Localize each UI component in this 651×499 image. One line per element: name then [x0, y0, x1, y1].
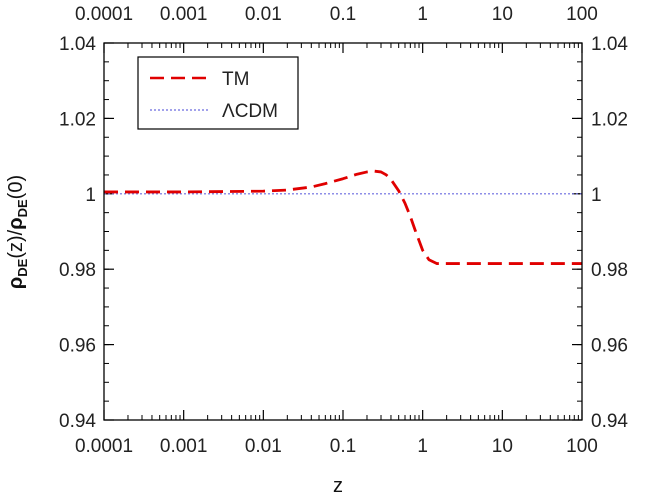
legend: TM ΛCDM — [137, 56, 299, 130]
x-tick-label-top: 0.1 — [330, 4, 356, 25]
y-tick-label-right: 0.96 — [591, 336, 628, 357]
y-axis-title-sub-2: DE — [15, 199, 30, 217]
x-tick-label-bottom: 1 — [417, 436, 428, 457]
x-tick-label-top: 0.01 — [245, 4, 282, 25]
y-tick-label-right: 1.04 — [591, 34, 628, 55]
y-tick-label-right: 1 — [591, 185, 602, 206]
legend-box — [137, 56, 299, 130]
y-axis-title-mid: (z)/ — [5, 229, 27, 258]
plot-frame — [103, 42, 583, 421]
x-tick-label-top: 100 — [566, 4, 598, 25]
y-tick-label-right: 0.94 — [591, 411, 628, 432]
x-tick-label-bottom: 0.01 — [245, 436, 282, 457]
y-tick-label-left: 0.96 — [59, 336, 96, 357]
y-axis-title-sub-1: DE — [15, 258, 30, 276]
x-tick-label-top: 0.001 — [160, 4, 208, 25]
y-axis-title-rho-1: ρ — [5, 277, 27, 289]
y-tick-label-right: 1.02 — [591, 109, 628, 130]
x-tick-label-bottom: 10 — [492, 436, 513, 457]
series-line-tm — [104, 169, 582, 265]
x-tick-label-top: 0.0001 — [75, 4, 133, 25]
y-tick-label-left: 1.02 — [59, 109, 96, 130]
x-tick-label-top: 10 — [492, 4, 513, 25]
x-axis-title: z — [333, 475, 343, 497]
plot-series — [104, 169, 582, 265]
y-tick-label-right: 0.98 — [591, 260, 628, 281]
y-tick-label-left: 0.94 — [59, 411, 96, 432]
y-axis-title-rho-2: ρ — [5, 217, 27, 229]
y-tick-label-left: 1.04 — [59, 34, 96, 55]
x-tick-label-bottom: 0.1 — [330, 436, 356, 457]
y-axis-title: ρDE(z)/ρDE(0) — [5, 175, 30, 289]
y-tick-label-left: 1 — [85, 185, 96, 206]
x-tick-label-bottom: 0.0001 — [75, 436, 133, 457]
x-tick-label-top: 1 — [417, 4, 428, 25]
y-tick-label-left: 0.98 — [59, 260, 96, 281]
legend-label-tm: TM — [222, 69, 249, 90]
x-tick-label-bottom: 100 — [566, 436, 598, 457]
legend-label-lcdm: ΛCDM — [222, 101, 278, 122]
axis-tick-labels: 0.00010.00010.0010.0010.010.010.10.11110… — [59, 4, 628, 457]
y-axis-title-group: ρDE(z)/ρDE(0) — [5, 175, 30, 289]
y-axis-title-end: (0) — [5, 175, 27, 199]
x-tick-label-bottom: 0.001 — [160, 436, 208, 457]
